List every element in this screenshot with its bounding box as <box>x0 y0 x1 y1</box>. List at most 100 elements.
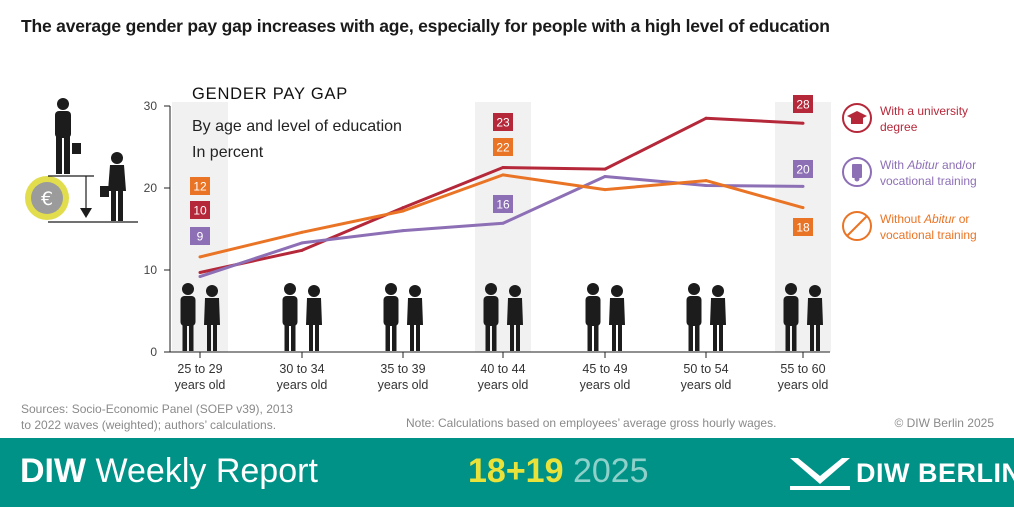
woman-silhouette-icon <box>609 285 625 351</box>
point-university <box>401 206 405 210</box>
data-label-abitur: 16 <box>493 195 513 213</box>
point-without <box>501 173 505 177</box>
sources-line-1: Sources: Socio-Economic Panel (SOEP v39)… <box>21 402 293 416</box>
woman-silhouette-icon <box>306 285 322 351</box>
svg-text:9: 9 <box>197 230 204 244</box>
people-pair <box>180 283 220 351</box>
svg-text:23: 23 <box>496 116 510 130</box>
issue-numbers: 18+19 <box>468 452 564 490</box>
svg-text:12: 12 <box>193 180 207 194</box>
man-silhouette-icon <box>585 283 601 351</box>
point-without <box>198 255 202 259</box>
svg-text:22: 22 <box>496 141 510 155</box>
x-tick-label: 50 to 54 <box>683 362 728 376</box>
point-without <box>401 209 405 213</box>
woman-silhouette-icon <box>407 285 423 351</box>
x-tick-label: years old <box>778 378 829 392</box>
x-tick-label: 35 to 39 <box>380 362 425 376</box>
data-label-abitur: 9 <box>190 227 210 245</box>
svg-text:16: 16 <box>496 198 510 212</box>
logo-text: DIW BERLIN <box>856 458 1014 488</box>
man-silhouette-icon <box>483 283 499 351</box>
people-pair <box>783 283 823 351</box>
svg-text:€: € <box>41 188 53 210</box>
svg-text:10: 10 <box>193 204 207 218</box>
man-silhouette-icon <box>686 283 702 351</box>
point-university <box>704 116 708 120</box>
data-label-abitur: 20 <box>793 160 813 178</box>
y-axis: 0 10 20 30 <box>144 99 830 359</box>
certificate-icon <box>842 157 872 187</box>
headline: The average gender pay gap increases wit… <box>21 16 830 36</box>
sources-note: Sources: Socio-Economic Panel (SOEP v39)… <box>21 401 321 433</box>
point-without <box>603 188 607 192</box>
y-tick-label: 10 <box>144 263 158 277</box>
data-label-without: 22 <box>493 138 513 156</box>
svg-text:18: 18 <box>796 221 810 235</box>
people-pair <box>585 283 625 351</box>
point-abitur <box>801 184 805 188</box>
x-tick-label: 25 to 29 <box>177 362 222 376</box>
x-tick-label: years old <box>681 378 732 392</box>
point-university <box>198 270 202 274</box>
pay-illustration: € <box>25 98 138 223</box>
y-tick-label: 0 <box>150 345 157 359</box>
woman-silhouette-icon <box>204 285 220 351</box>
legend-item-abitur: With Abitur and/or vocational training <box>842 157 977 188</box>
people-pair <box>483 283 523 351</box>
point-without <box>801 206 805 210</box>
publication-name: Weekly Report <box>95 452 318 490</box>
legend: With a university degree With Abitur and/o… <box>842 103 977 242</box>
x-tick-label: 45 to 49 <box>582 362 627 376</box>
legend-label: Without Abitur or vocational training <box>880 212 977 242</box>
x-tick-label: years old <box>277 378 328 392</box>
point-university <box>300 248 304 252</box>
people-pair <box>686 283 726 351</box>
people-pair <box>383 283 423 351</box>
no-entry-icon <box>842 211 872 241</box>
calculation-note: Note: Calculations based on employees’ a… <box>406 416 777 430</box>
brand-name: DIW <box>20 452 87 490</box>
people-silhouettes <box>180 283 823 351</box>
point-without <box>704 179 708 183</box>
data-labels: 10 23 28 9 16 20 12 22 18 <box>190 95 813 245</box>
chart-title-block: GENDER PAY GAP By age and level of educat… <box>192 85 402 161</box>
chart-subtitle: By age and level of education <box>192 118 402 135</box>
x-tick-label: 30 to 34 <box>279 362 324 376</box>
point-without <box>300 230 304 234</box>
x-tick-label: years old <box>175 378 226 392</box>
legend-item-without: Without Abitur or vocational training <box>842 211 977 242</box>
y-tick-label: 20 <box>144 181 158 195</box>
man-silhouette-icon <box>282 283 298 351</box>
issue-info: 18+19 2025 <box>468 452 649 491</box>
issue-year: 2025 <box>572 452 649 490</box>
svg-text:28: 28 <box>796 98 810 112</box>
copyright: © DIW Berlin 2025 <box>894 416 994 430</box>
chart-title: GENDER PAY GAP <box>192 85 348 103</box>
woman-silhouette-icon <box>710 285 726 351</box>
point-abitur <box>401 229 405 233</box>
man-silhouette-icon <box>180 283 196 351</box>
x-tick-label: years old <box>478 378 529 392</box>
man-silhouette-icon <box>783 283 799 351</box>
point-abitur <box>704 184 708 188</box>
man-silhouette-icon <box>383 283 399 351</box>
legend-label: With a university degree <box>880 104 968 134</box>
data-label-without: 12 <box>190 177 210 195</box>
point-abitur <box>300 241 304 245</box>
y-tick-label: 30 <box>144 99 158 113</box>
people-pair <box>282 283 322 351</box>
publication-title: DIW Weekly Report <box>20 452 318 491</box>
x-tick-label: years old <box>580 378 631 392</box>
woman-silhouette-icon <box>807 285 823 351</box>
data-label-university: 23 <box>493 113 513 131</box>
legend-item-university: With a university degree <box>842 103 968 134</box>
diw-logo-icon <box>790 458 850 490</box>
man-silhouette-icon <box>55 98 81 174</box>
point-abitur <box>501 221 505 225</box>
woman-silhouette-icon <box>100 152 126 221</box>
woman-silhouette-icon <box>507 285 523 351</box>
point-abitur <box>198 275 202 279</box>
chart-subtitle: In percent <box>192 144 264 161</box>
x-tick-label: 55 to 60 <box>780 362 825 376</box>
